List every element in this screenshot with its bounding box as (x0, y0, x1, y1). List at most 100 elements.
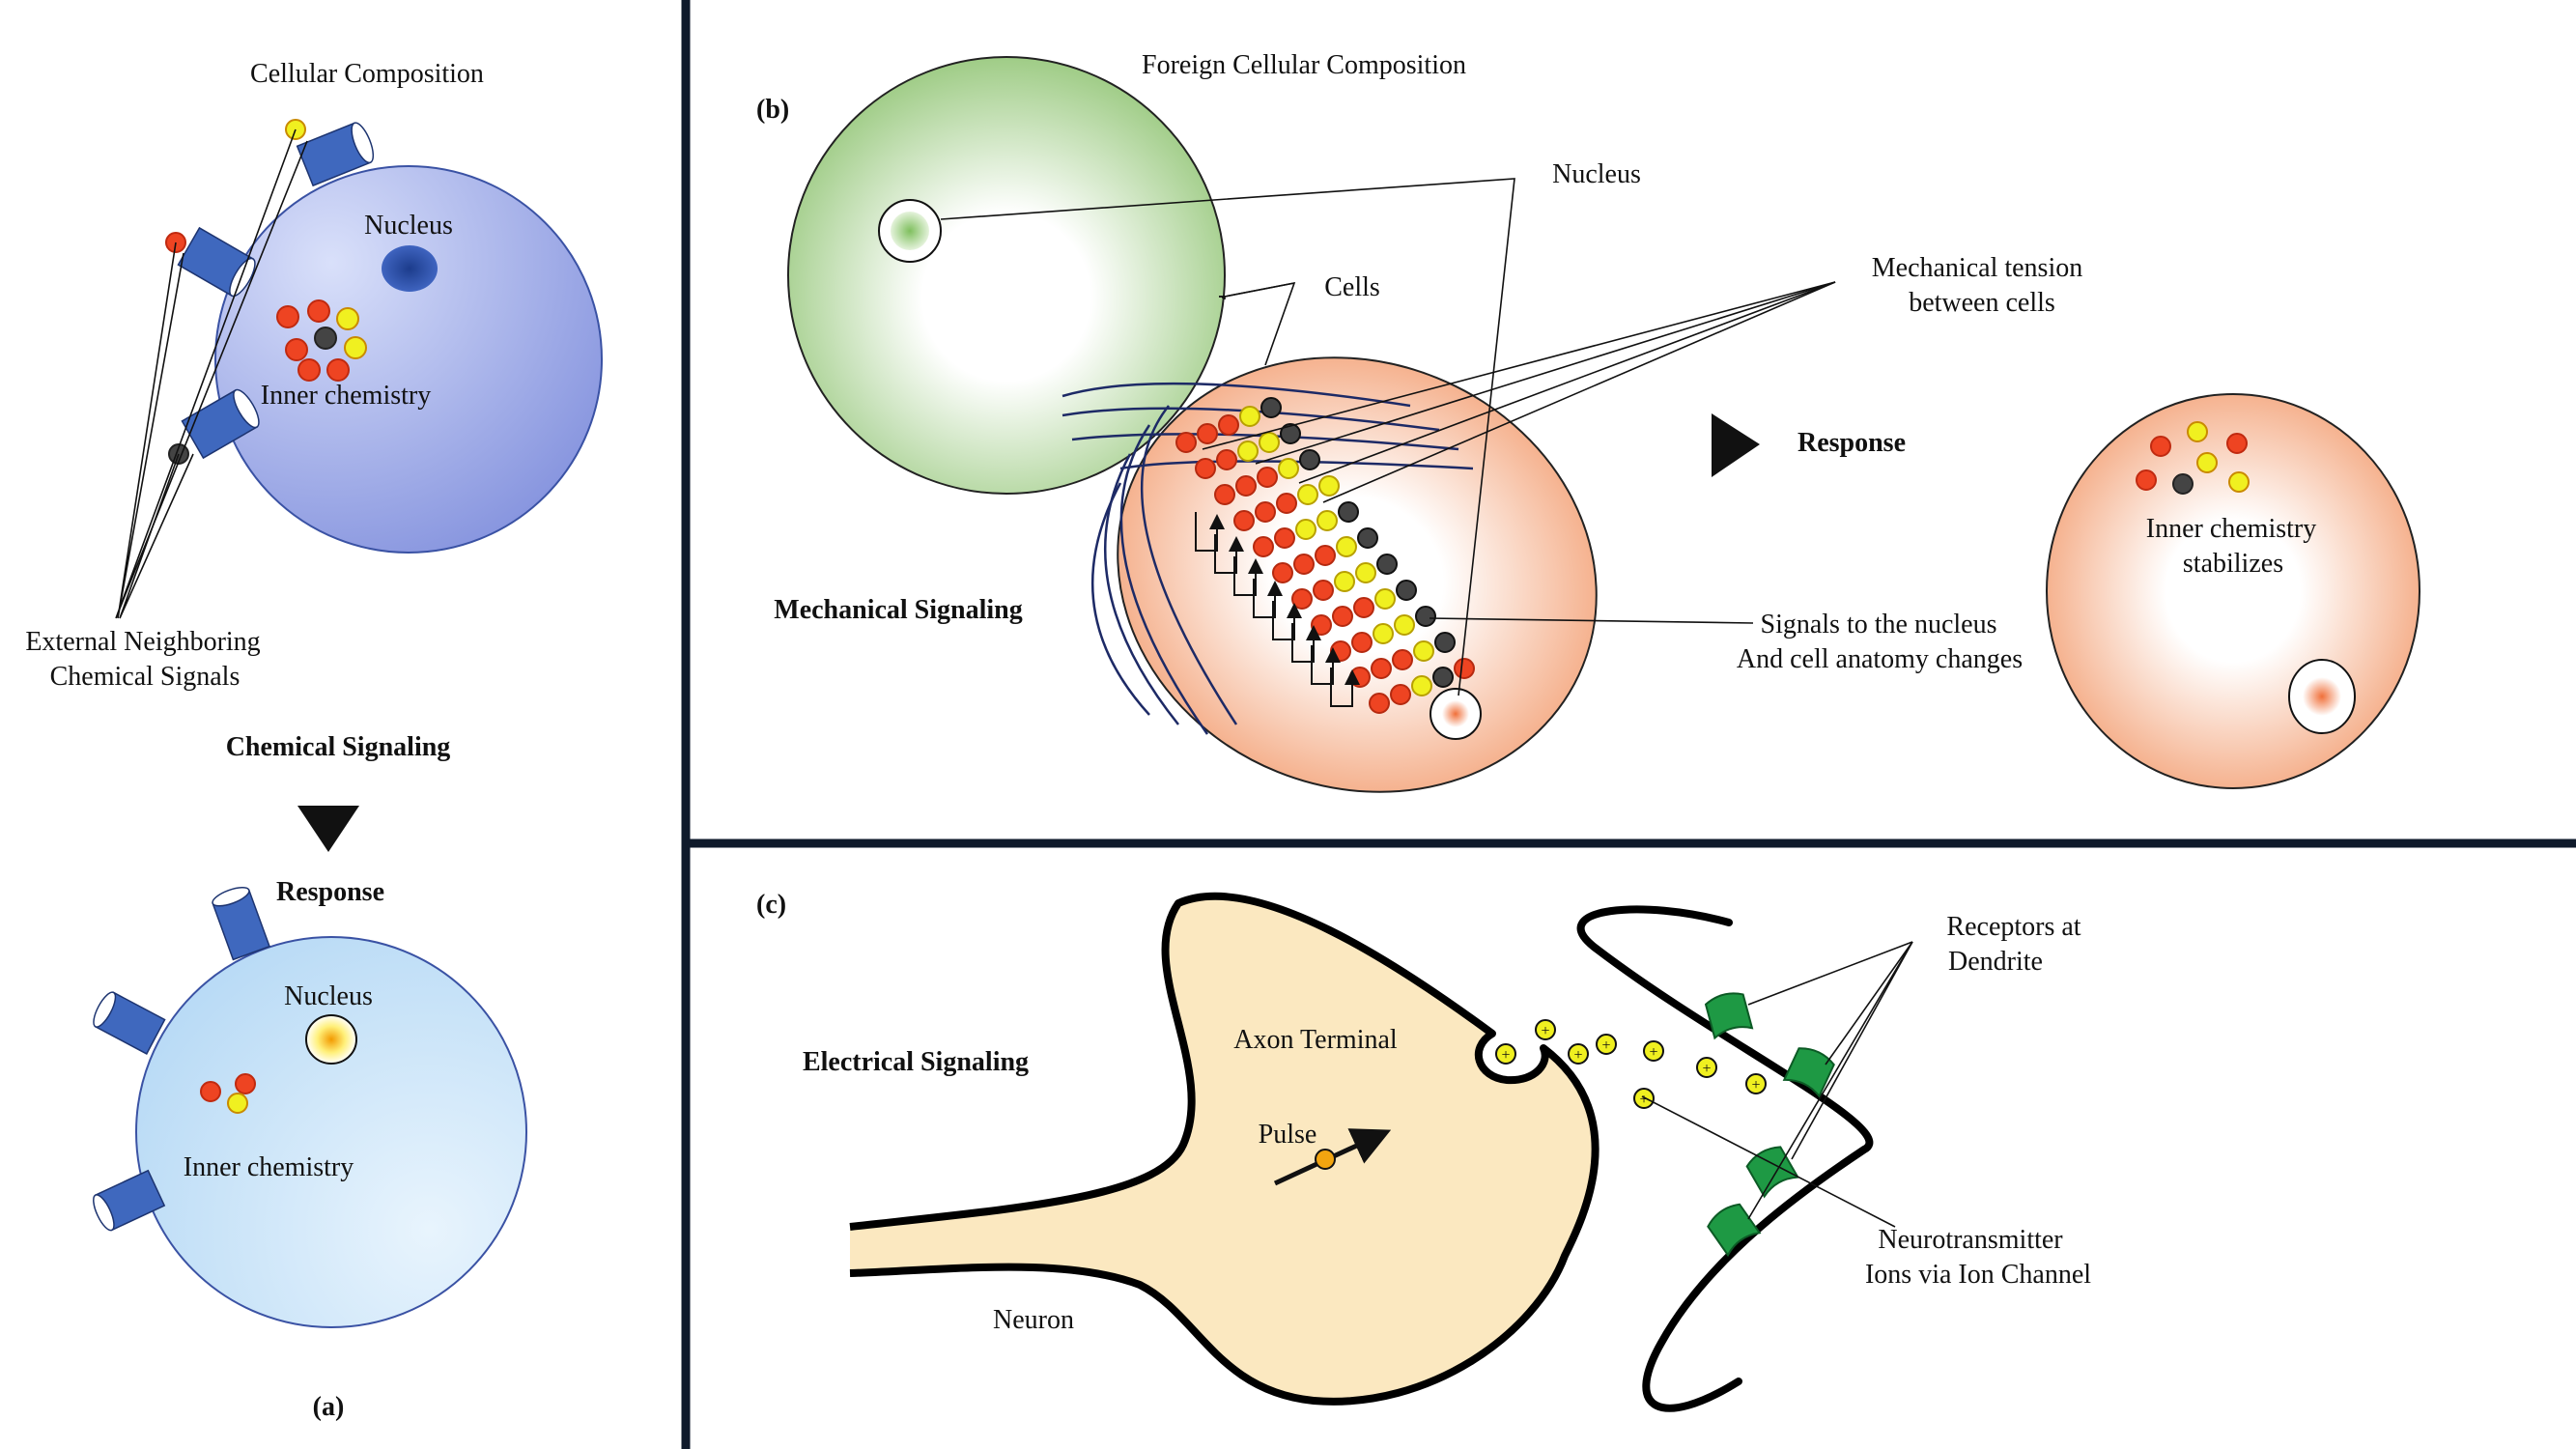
label-pulse: Pulse (1259, 1120, 1317, 1150)
signal-arrow (1311, 645, 1341, 685)
label-stabilizes-2: stabilizes (2183, 549, 2283, 579)
ion-plus: + (1649, 1044, 1657, 1061)
label-cells: Cells (1324, 272, 1380, 302)
label-foreign-composition: Foreign Cellular Composition (1142, 50, 1466, 80)
inner-chemistry-particles-a2 (200, 1073, 256, 1114)
panel-c-pointer-lines (1641, 941, 1913, 1228)
nucleus-orange-b2-core (2303, 677, 2341, 716)
band-particle (1371, 658, 1392, 679)
band-particle (1195, 458, 1216, 479)
band-particle (1357, 527, 1378, 549)
band-particle (1394, 614, 1415, 636)
vesicle (1495, 1043, 1516, 1065)
response-arrow-right (1712, 413, 1760, 477)
receptor-green-2 (1782, 1047, 1835, 1098)
band-particle (1413, 640, 1434, 662)
receptor-green-3 (1745, 1146, 1799, 1199)
band-particle (1291, 588, 1313, 610)
inner-chemistry-particles-a (276, 299, 367, 382)
label-electrical-signaling: Electrical Signaling (803, 1047, 1029, 1077)
band-particle (1237, 440, 1259, 462)
band-particle (1280, 423, 1301, 444)
panel-a: Cellular Composition Nucleus (25, 59, 603, 1422)
band-particle (1299, 449, 1320, 470)
band-particle (1274, 527, 1295, 549)
ion (1643, 1040, 1664, 1062)
band-particle (1272, 562, 1293, 583)
band-particle (1332, 606, 1353, 627)
dendrite (1576, 905, 1874, 1412)
ion (1535, 1019, 1556, 1040)
ion (1745, 1073, 1767, 1094)
label-tension-2: between cells (1909, 288, 2055, 318)
label-signals-2: And cell anatomy changes (1737, 644, 2023, 674)
signal-arrow (1195, 512, 1225, 552)
ion-plus-vesicle: + (1501, 1047, 1510, 1064)
cell-light-blue (135, 936, 527, 1328)
label-external-signals-2: Chemical Signals (50, 662, 241, 692)
band-particle (1255, 501, 1276, 523)
band-particle (1297, 484, 1318, 505)
cell-green-foreign (787, 56, 1226, 495)
band-particle (1233, 510, 1255, 531)
ion (1568, 1043, 1589, 1065)
label-panel-a: (a) (313, 1392, 345, 1422)
axon-terminal-outline (849, 892, 1599, 1406)
tension-curves (1062, 382, 1474, 735)
label-nucleus-b: Nucleus (1552, 159, 1641, 189)
pulse-dot (1315, 1149, 1336, 1170)
band-particle (1295, 519, 1316, 540)
panel-c: (c) Electrical Signaling + + + + + + + + (756, 890, 2091, 1412)
band-particle (1257, 467, 1278, 488)
label-response-a: Response (276, 877, 384, 907)
band-particle (1454, 658, 1475, 679)
receptor-blue-5 (93, 991, 166, 1055)
axon-terminal (850, 895, 1596, 1402)
band-particle (1432, 667, 1454, 688)
band-particle (1390, 684, 1411, 705)
band-particle (1239, 406, 1260, 427)
ion-plus: + (1541, 1023, 1549, 1039)
band-particle (1376, 554, 1398, 575)
band-particle (1396, 580, 1417, 601)
band-particle (1411, 675, 1432, 696)
ion-plus: + (1639, 1092, 1648, 1108)
neurotransmitter-ions: + + + + + + + (1535, 1019, 1767, 1109)
band-particle (1175, 432, 1197, 453)
nucleus-yellow (305, 1014, 357, 1065)
cell-blue (214, 165, 603, 554)
label-neuro-1: Neurotransmitter (1878, 1225, 2063, 1255)
panel-b-pointer-lines (940, 178, 1836, 696)
label-mechanical-signaling: Mechanical Signaling (774, 595, 1022, 625)
mechanical-particle-band (1175, 397, 1475, 714)
label-cellular-composition: Cellular Composition (250, 59, 484, 89)
ion-plus: + (1702, 1061, 1711, 1077)
band-particle (1276, 493, 1297, 514)
band-particle (1293, 554, 1315, 575)
band-particle (1316, 510, 1338, 531)
band-particle (1351, 632, 1373, 653)
band-particle (1336, 536, 1357, 557)
external-signals-pointer-lines (115, 128, 308, 619)
band-particle (1392, 649, 1413, 670)
ion (1633, 1088, 1655, 1109)
band-particle (1218, 414, 1239, 436)
ion (1596, 1034, 1617, 1055)
label-tension-1: Mechanical tension (1872, 253, 2082, 283)
band-particle (1369, 693, 1390, 714)
response-arrow-down (297, 806, 359, 852)
band-particle (1253, 536, 1274, 557)
receptor-blue-4 (212, 887, 270, 961)
receptor-blue-6 (93, 1169, 166, 1232)
panel-borders (681, 0, 2576, 1449)
inner-chemistry-particles-b (2136, 421, 2250, 495)
band-particle (1355, 562, 1376, 583)
label-neuron: Neuron (993, 1305, 1074, 1335)
band-particle (1278, 458, 1299, 479)
label-nucleus-a: Nucleus (364, 211, 453, 241)
nucleus-green-core (891, 212, 929, 250)
panel-b: (b) Foreign Cellular Composition Nucleus… (756, 50, 2420, 793)
band-particle (1197, 423, 1218, 444)
band-particle (1260, 397, 1282, 418)
receptor-blue-1 (296, 122, 375, 187)
